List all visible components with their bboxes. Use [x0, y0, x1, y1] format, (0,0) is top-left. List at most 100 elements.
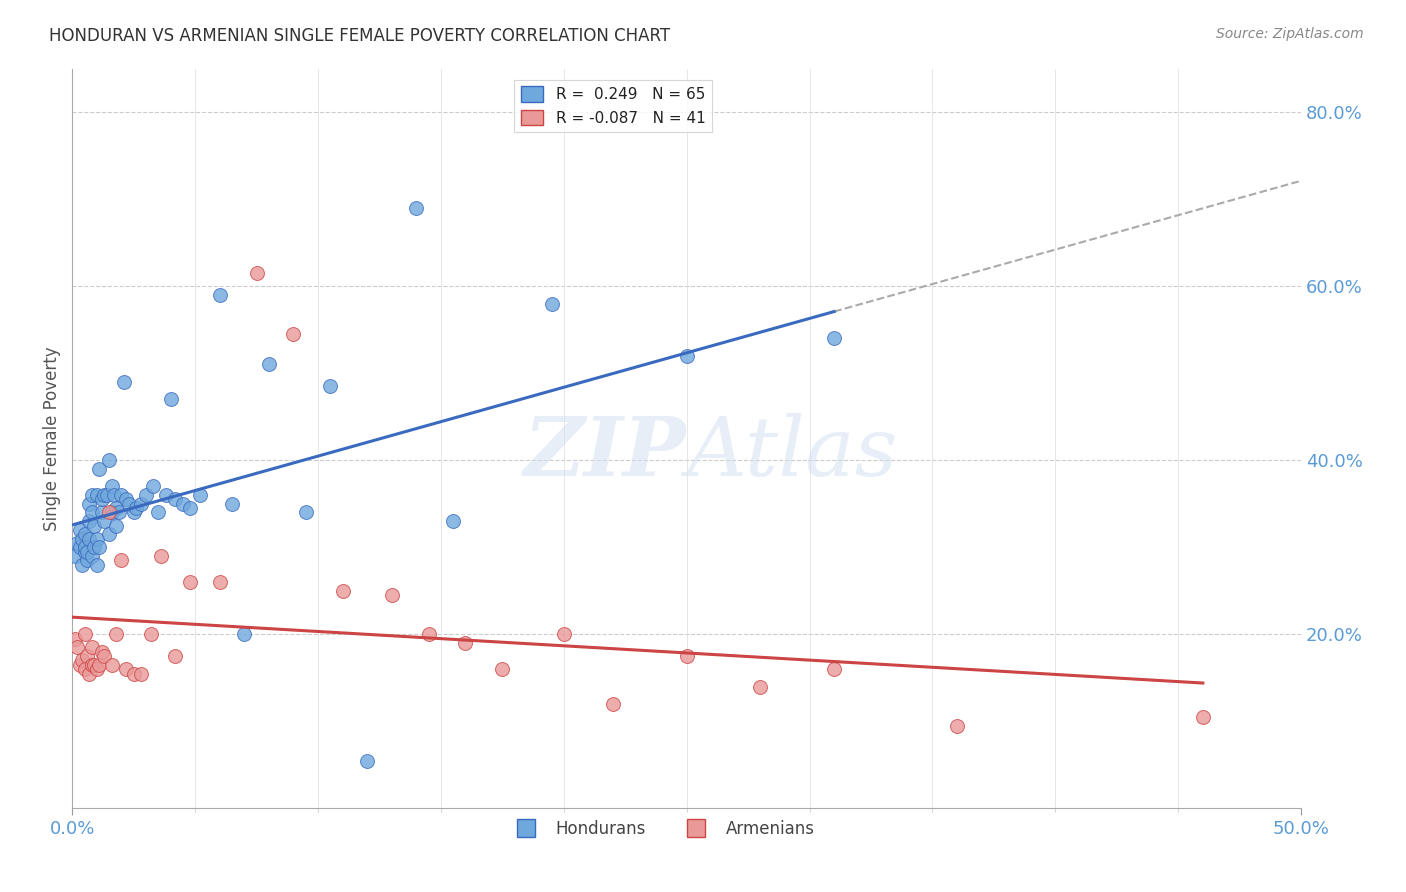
- Point: [63, 549, 86, 563]
- Text: Atlas: Atlas: [686, 413, 898, 493]
- Point: [73, 627, 96, 641]
- Point: [823, 662, 845, 676]
- Point: [79, 666, 101, 681]
- Point: [491, 662, 513, 676]
- Point: [98, 506, 121, 520]
- Point: [100, 506, 122, 520]
- Point: [69, 657, 91, 672]
- Point: [553, 627, 575, 641]
- Point: [86, 532, 108, 546]
- Point: [115, 662, 138, 676]
- Legend: Hondurans, Armenians: Hondurans, Armenians: [502, 814, 821, 845]
- Point: [89, 462, 111, 476]
- Point: [80, 488, 103, 502]
- Point: [454, 636, 477, 650]
- Point: [135, 488, 157, 502]
- Point: [98, 453, 121, 467]
- Point: [79, 497, 101, 511]
- Y-axis label: Single Female Poverty: Single Female Poverty: [44, 346, 60, 531]
- Point: [100, 479, 122, 493]
- Text: HONDURAN VS ARMENIAN SINGLE FEMALE POVERTY CORRELATION CHART: HONDURAN VS ARMENIAN SINGLE FEMALE POVER…: [49, 27, 671, 45]
- Point: [823, 331, 845, 345]
- Point: [749, 680, 772, 694]
- Point: [139, 627, 162, 641]
- Point: [73, 527, 96, 541]
- Point: [159, 392, 181, 407]
- Point: [142, 479, 165, 493]
- Point: [122, 506, 145, 520]
- Point: [76, 544, 98, 558]
- Point: [103, 488, 125, 502]
- Point: [90, 506, 112, 520]
- Point: [63, 632, 86, 646]
- Point: [80, 640, 103, 655]
- Point: [233, 627, 256, 641]
- Point: [66, 640, 89, 655]
- Point: [283, 326, 305, 341]
- Point: [86, 662, 108, 676]
- Point: [332, 583, 354, 598]
- Point: [105, 501, 128, 516]
- Point: [73, 544, 96, 558]
- Point: [179, 501, 201, 516]
- Point: [86, 488, 108, 502]
- Point: [86, 558, 108, 572]
- Point: [73, 662, 96, 676]
- Point: [257, 358, 280, 372]
- Point: [70, 653, 93, 667]
- Point: [69, 523, 91, 537]
- Point: [98, 527, 121, 541]
- Point: [675, 649, 697, 664]
- Point: [89, 541, 111, 555]
- Point: [73, 541, 96, 555]
- Point: [76, 649, 98, 664]
- Point: [356, 754, 378, 768]
- Point: [148, 506, 170, 520]
- Point: [165, 649, 187, 664]
- Point: [122, 666, 145, 681]
- Point: [188, 488, 211, 502]
- Point: [602, 697, 624, 711]
- Point: [108, 506, 131, 520]
- Point: [418, 627, 440, 641]
- Point: [66, 536, 89, 550]
- Point: [96, 488, 118, 502]
- Point: [1191, 710, 1213, 724]
- Point: [90, 645, 112, 659]
- Point: [165, 492, 187, 507]
- Point: [319, 379, 342, 393]
- Point: [69, 541, 91, 555]
- Point: [93, 514, 115, 528]
- Point: [83, 541, 105, 555]
- Point: [112, 375, 135, 389]
- Point: [405, 201, 427, 215]
- Point: [155, 488, 177, 502]
- Point: [208, 575, 231, 590]
- Text: ZIP: ZIP: [524, 413, 686, 493]
- Point: [294, 506, 316, 520]
- Point: [80, 657, 103, 672]
- Point: [946, 719, 969, 733]
- Point: [245, 266, 267, 280]
- Point: [105, 518, 128, 533]
- Point: [129, 666, 152, 681]
- Point: [93, 488, 115, 502]
- Point: [540, 296, 562, 310]
- Point: [79, 532, 101, 546]
- Point: [100, 657, 122, 672]
- Point: [115, 492, 138, 507]
- Point: [90, 492, 112, 507]
- Point: [105, 627, 128, 641]
- Point: [125, 501, 148, 516]
- Point: [70, 558, 93, 572]
- Point: [89, 657, 111, 672]
- Point: [381, 588, 404, 602]
- Point: [70, 532, 93, 546]
- Point: [80, 506, 103, 520]
- Point: [129, 497, 152, 511]
- Point: [80, 549, 103, 563]
- Point: [172, 497, 194, 511]
- Text: Source: ZipAtlas.com: Source: ZipAtlas.com: [1216, 27, 1364, 41]
- Point: [675, 349, 697, 363]
- Point: [110, 488, 132, 502]
